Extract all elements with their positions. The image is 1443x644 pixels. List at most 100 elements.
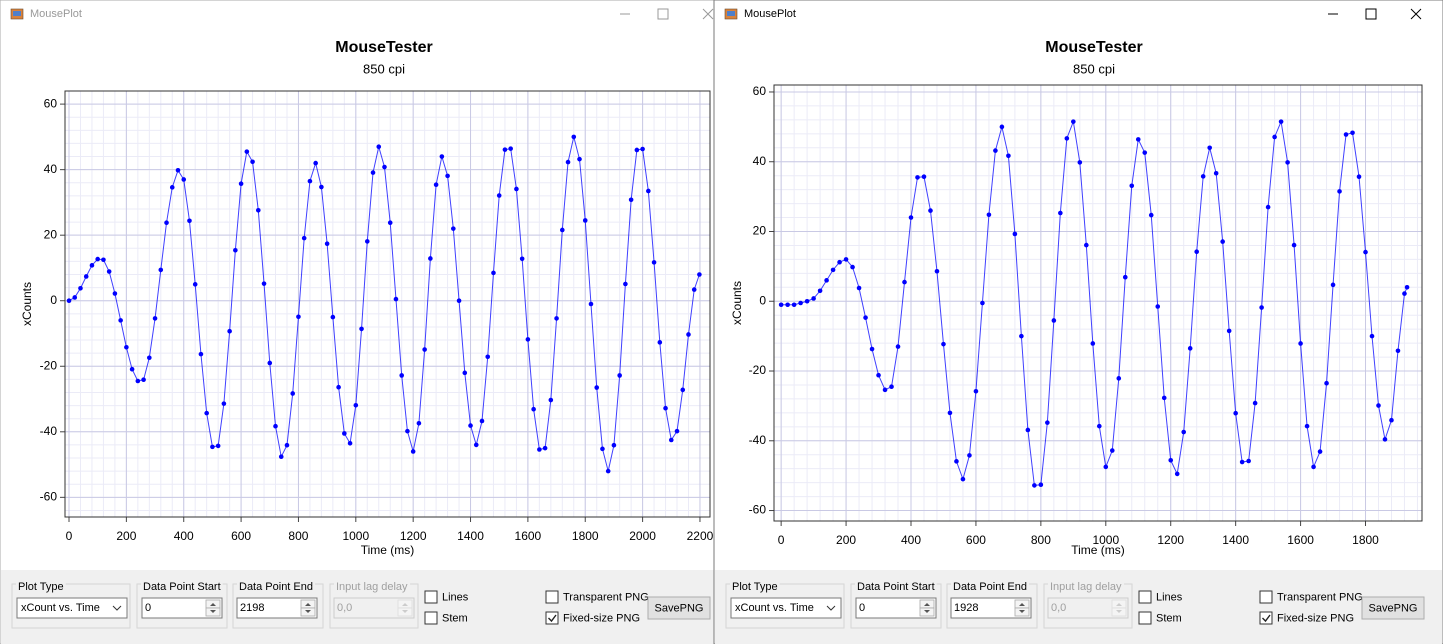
checkbox[interactable] <box>545 611 559 625</box>
data-point <box>548 397 554 403</box>
x-tick-label: 1200 <box>400 529 427 543</box>
data-point <box>238 181 244 187</box>
data-point <box>691 287 697 292</box>
data-point <box>1045 420 1050 425</box>
data-point <box>1226 328 1232 334</box>
y-tick-label: -60 <box>749 503 767 517</box>
data-point <box>451 226 456 231</box>
data-point <box>856 285 862 291</box>
close-button[interactable] <box>1410 8 1422 20</box>
data-point <box>278 454 284 460</box>
maximize-button[interactable] <box>1365 8 1377 20</box>
data-point <box>785 302 790 308</box>
app-icon-screen <box>13 11 21 16</box>
combo-box[interactable] <box>730 597 842 619</box>
data-point <box>118 318 123 323</box>
numeric-value: 0,0 <box>1051 602 1066 614</box>
y-axis-label: xCounts <box>730 281 744 325</box>
data-point <box>336 384 341 390</box>
data-point <box>623 281 628 287</box>
data-point <box>663 405 668 411</box>
group-box <box>11 583 131 629</box>
maximize-button[interactable] <box>657 8 669 20</box>
data-point <box>462 370 468 376</box>
data-point <box>491 270 496 276</box>
data-point <box>158 267 164 273</box>
data-point <box>882 387 888 393</box>
checkbox[interactable] <box>1138 590 1152 604</box>
spin-up-arrow <box>402 603 408 606</box>
spin-up-arrow <box>210 603 216 606</box>
x-tick-label: 600 <box>966 533 986 547</box>
data-point <box>468 423 473 428</box>
group-label: Data Point Start <box>143 581 221 593</box>
data-point <box>273 423 278 429</box>
checkbox[interactable] <box>1259 590 1273 604</box>
data-point <box>1259 305 1264 310</box>
data-point <box>1168 458 1174 463</box>
data-point <box>1012 231 1018 237</box>
group-label: Plot Type <box>732 581 778 593</box>
numeric-input[interactable] <box>141 597 223 619</box>
chart-subtitle: 850 cpi <box>1073 61 1115 76</box>
data-point <box>1135 137 1141 142</box>
combo-value: xCount vs. Time <box>735 602 814 614</box>
data-point <box>433 182 439 188</box>
checkbox[interactable] <box>1259 611 1273 625</box>
data-point <box>657 340 663 345</box>
data-point <box>817 288 823 294</box>
save-button[interactable] <box>1361 596 1425 620</box>
data-point <box>387 220 393 226</box>
data-point <box>954 459 959 464</box>
checkbox-label: Stem <box>1156 612 1182 624</box>
y-tick-label: 20 <box>753 224 767 238</box>
checkbox-label: Lines <box>1156 591 1183 603</box>
data-point <box>554 316 559 321</box>
x-tick-label: 1600 <box>1287 533 1314 547</box>
numeric-input[interactable] <box>236 597 318 619</box>
data-point <box>192 282 198 287</box>
data-point <box>1129 183 1135 189</box>
data-point <box>324 241 330 247</box>
numeric-input[interactable] <box>950 597 1032 619</box>
numeric-value: 1928 <box>954 602 978 614</box>
chart-title: MouseTester <box>1045 39 1143 56</box>
data-point <box>778 302 784 308</box>
checkbox-label: Lines <box>442 591 469 603</box>
data-point <box>1058 210 1063 216</box>
x-tick-label: 400 <box>901 533 921 547</box>
data-point <box>175 168 181 173</box>
data-point <box>934 268 940 274</box>
data-point <box>89 263 95 268</box>
save-button[interactable] <box>647 596 711 620</box>
data-point <box>605 468 611 474</box>
data-point <box>1142 150 1148 155</box>
checkbox[interactable] <box>1138 611 1152 625</box>
data-point <box>290 391 296 396</box>
checkbox[interactable] <box>424 590 438 604</box>
x-tick-label: 800 <box>288 529 308 543</box>
close-button[interactable] <box>702 8 714 20</box>
data-point <box>261 281 267 286</box>
window-title: MousePlot <box>744 8 796 20</box>
data-point <box>1239 459 1245 465</box>
data-point <box>313 160 318 166</box>
data-point <box>921 174 927 180</box>
data-point <box>95 256 100 262</box>
data-point <box>1006 153 1011 159</box>
checkbox[interactable] <box>545 590 559 604</box>
combo-box[interactable] <box>16 597 128 619</box>
group-label: Data Point Start <box>857 581 935 593</box>
x-tick-label: 1200 <box>1157 533 1184 547</box>
data-point <box>1181 429 1187 435</box>
checkbox[interactable] <box>424 611 438 625</box>
data-point <box>993 148 998 153</box>
group-label-bg <box>855 580 937 592</box>
group-label-bg <box>334 580 411 592</box>
data-point <box>1090 341 1096 346</box>
numeric-value: 0,0 <box>337 602 352 614</box>
numeric-input[interactable] <box>855 597 937 619</box>
data-point <box>973 388 979 394</box>
data-point <box>519 256 525 262</box>
data-point <box>439 154 445 159</box>
